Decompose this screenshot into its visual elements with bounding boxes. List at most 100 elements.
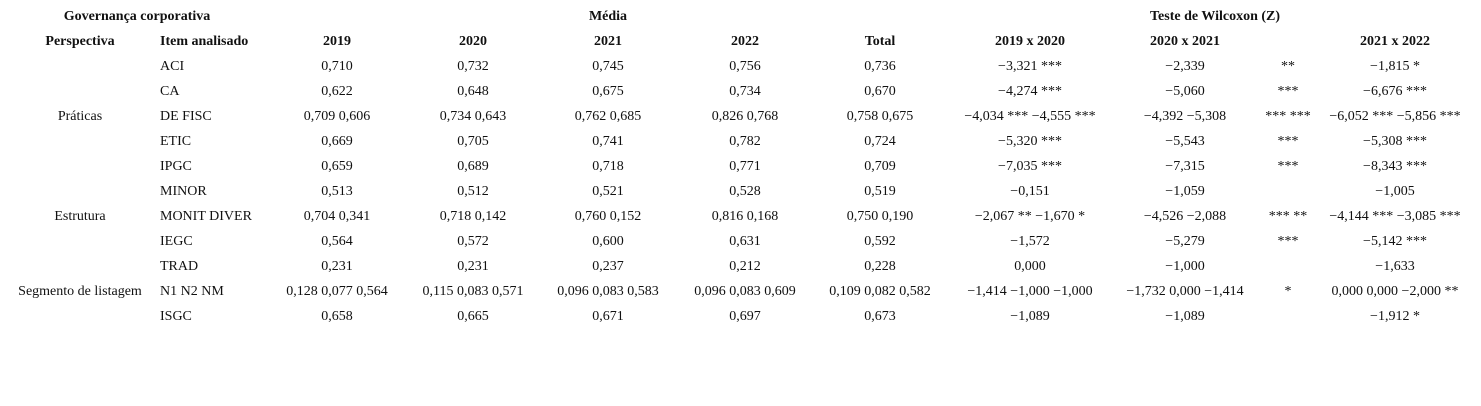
table-cell: −1,059 — [1165, 184, 1204, 199]
table-cell: 0,109 0,082 0,582 — [829, 284, 931, 299]
table-cell: 0,734 — [729, 84, 761, 99]
table-cell: 0,673 — [864, 309, 896, 324]
table-cell: −1,912 * — [1370, 309, 1420, 324]
table-cell: −1,633 — [1375, 259, 1414, 274]
column-header: 2019 — [323, 34, 351, 49]
table-cell: 0,745 — [592, 59, 624, 74]
table-cell: 0,237 — [592, 259, 624, 274]
table-cell: *** — [1278, 159, 1299, 174]
table-cell: *** — [1278, 84, 1299, 99]
column-header: 2020 x 2021 — [1150, 34, 1220, 49]
table-cell: 0,697 — [729, 309, 761, 324]
table-cell: 0,519 — [864, 184, 896, 199]
table-cell: 0,718 0,142 — [440, 209, 507, 224]
table-cell: 0,564 — [321, 234, 353, 249]
table-cell: MINOR — [160, 184, 207, 199]
column-header: 2021 x 2022 — [1360, 34, 1430, 49]
column-header: Item analisado — [160, 34, 248, 49]
table-cell: −1,732 0,000 −1,414 — [1126, 284, 1243, 299]
table-cell: DE FISC — [160, 109, 212, 124]
table-cell: 0,704 0,341 — [304, 209, 371, 224]
table-cell: *** — [1278, 234, 1299, 249]
table-cell: 0,600 — [592, 234, 624, 249]
table-cell: 0,750 0,190 — [847, 209, 914, 224]
table-cell: −5,142 *** — [1363, 234, 1427, 249]
table-cell: * — [1285, 284, 1292, 299]
table-cell: ISGC — [160, 309, 192, 324]
column-header: Perspectiva — [45, 34, 114, 49]
table-cell: 0,718 — [592, 159, 624, 174]
table-cell: −4,392 −5,308 — [1144, 109, 1226, 124]
table-cell: −2,339 — [1165, 59, 1204, 74]
table-cell: 0,782 — [729, 134, 761, 149]
table-cell: 0,826 0,768 — [712, 109, 779, 124]
table-cell: 0,669 — [321, 134, 353, 149]
table-cell: 0,592 — [864, 234, 896, 249]
table-cell: −7,035 *** — [998, 159, 1062, 174]
table-cell: 0,128 0,077 0,564 — [286, 284, 388, 299]
table-cell: 0,212 — [729, 259, 761, 274]
table-cell: 0,675 — [592, 84, 624, 99]
table-cell: −1,089 — [1165, 309, 1204, 324]
table-cell: 0,528 — [729, 184, 761, 199]
table-cell: −5,320 *** — [998, 134, 1062, 149]
table-cell: −5,543 — [1165, 134, 1204, 149]
group-header: Média — [589, 9, 627, 24]
table-cell: 0,648 — [457, 84, 489, 99]
table-cell: −1,000 — [1165, 259, 1204, 274]
table-cell: −4,274 *** — [998, 84, 1062, 99]
table-cell: 0,231 — [457, 259, 489, 274]
table-cell: ** — [1281, 59, 1295, 74]
table-cell: 0,000 0,000 −2,000 ** — [1332, 284, 1459, 299]
table-cell: −8,343 *** — [1363, 159, 1427, 174]
table-cell: Segmento de listagem — [18, 284, 142, 299]
column-header: Total — [865, 34, 896, 49]
table-cell: 0,671 — [592, 309, 624, 324]
table-cell: −2,067 ** −1,670 * — [975, 209, 1085, 224]
column-header: 2021 — [594, 34, 622, 49]
table-cell: −1,815 * — [1370, 59, 1420, 74]
table-cell: 0,572 — [457, 234, 489, 249]
table-cell: 0,741 — [592, 134, 624, 149]
table-cell: 0,231 — [321, 259, 353, 274]
table-cell: 0,000 — [1014, 259, 1046, 274]
table-cell: 0,115 0,083 0,571 — [423, 284, 524, 299]
table-cell: IPGC — [160, 159, 192, 174]
column-header: 2020 — [459, 34, 487, 49]
column-header: 2019 x 2020 — [995, 34, 1065, 49]
table-cell: CA — [160, 84, 180, 99]
group-header: Teste de Wilcoxon (Z) — [1150, 9, 1280, 24]
table-cell: 0,816 0,168 — [712, 209, 779, 224]
table-cell: −5,279 — [1165, 234, 1204, 249]
column-header: 2022 — [731, 34, 759, 49]
table-cell: −1,414 −1,000 −1,000 — [967, 284, 1092, 299]
group-header: Governança corporativa — [64, 9, 211, 24]
table-cell: −3,321 *** — [998, 59, 1062, 74]
table-cell: 0,096 0,083 0,609 — [694, 284, 796, 299]
table-cell: 0,760 0,152 — [575, 209, 642, 224]
table-cell: −1,005 — [1375, 184, 1414, 199]
table-cell: 0,631 — [729, 234, 761, 249]
table-cell: 0,670 — [864, 84, 896, 99]
table-cell: −5,308 *** — [1363, 134, 1427, 149]
table-cell: *** *** — [1265, 109, 1311, 124]
table-cell: −4,034 *** −4,555 *** — [964, 109, 1095, 124]
table-cell: 0,622 — [321, 84, 353, 99]
table-cell: −6,676 *** — [1363, 84, 1427, 99]
table-cell: 0,665 — [457, 309, 489, 324]
table-cell: 0,512 — [457, 184, 489, 199]
table-cell: 0,709 — [864, 159, 896, 174]
table-cell: 0,762 0,685 — [575, 109, 642, 124]
table-cell: 0,096 0,083 0,583 — [557, 284, 659, 299]
table-cell: 0,658 — [321, 309, 353, 324]
table-cell: ETIC — [160, 134, 191, 149]
table-cell: −0,151 — [1010, 184, 1049, 199]
table-cell: 0,689 — [457, 159, 489, 174]
table-cell: MONIT DIVER — [160, 209, 253, 224]
table-cell: −5,060 — [1165, 84, 1204, 99]
table-cell: 0,736 — [864, 59, 896, 74]
table-cell: 0,734 0,643 — [440, 109, 507, 124]
table-cell: −1,089 — [1010, 309, 1049, 324]
